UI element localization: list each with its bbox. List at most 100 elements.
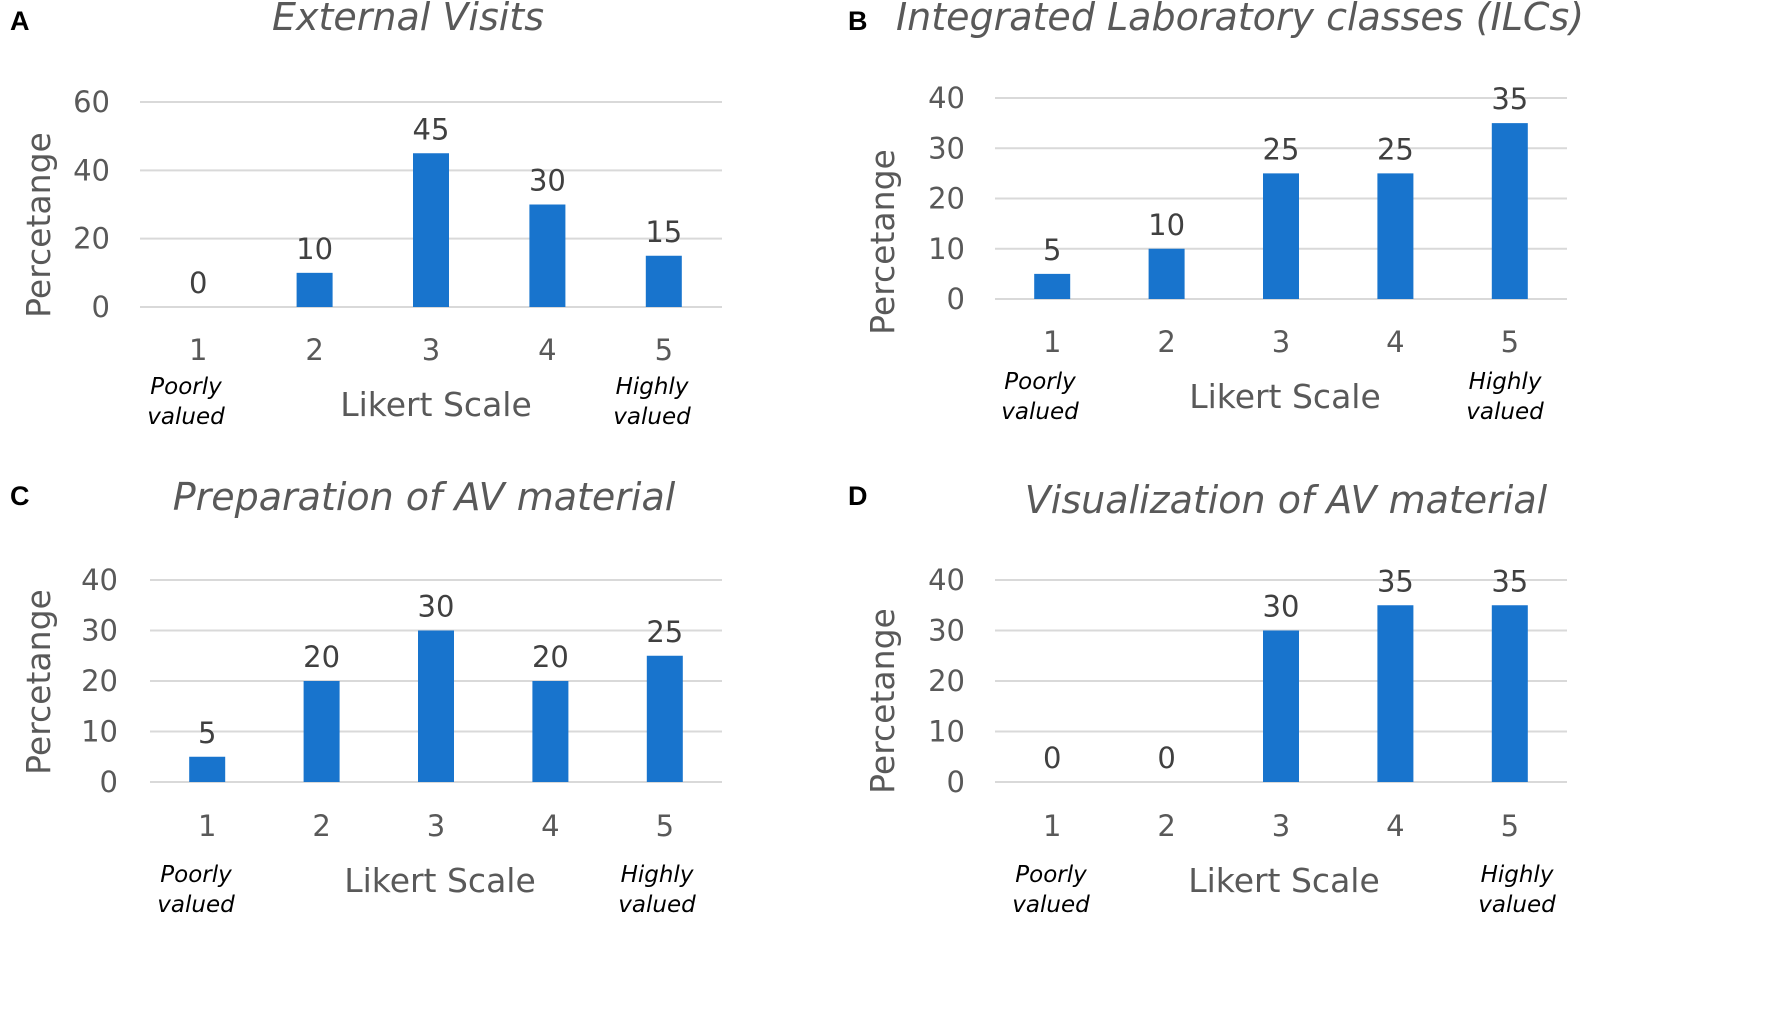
panel-letter: C xyxy=(10,481,30,511)
x-tick-label: 2 xyxy=(1157,809,1175,843)
data-label: 20 xyxy=(303,640,340,674)
y-axis-label: Percetange xyxy=(863,608,902,794)
bar xyxy=(532,681,569,782)
y-tick-label: 10 xyxy=(928,232,965,266)
y-axis-label: Percetange xyxy=(19,132,58,318)
y-tick-label: 30 xyxy=(928,131,965,165)
y-tick-label: 40 xyxy=(928,563,965,597)
chart-title: Preparation of AV material xyxy=(173,475,676,519)
y-axis-label: Percetange xyxy=(19,589,58,775)
x-axis-label: Likert Scale xyxy=(344,861,536,900)
y-tick-label: 30 xyxy=(81,614,118,648)
x-tick-label: 5 xyxy=(1501,809,1519,843)
bar xyxy=(189,756,226,782)
panel-letter: D xyxy=(848,481,868,511)
bar xyxy=(296,272,333,307)
scale-low-label: Poorly valued xyxy=(1001,369,1079,425)
chart-title: External Visits xyxy=(272,0,544,39)
y-tick-label: 0 xyxy=(947,765,965,799)
scale-low-label: Poorly valued xyxy=(147,374,225,430)
chart-title: Visualization of AV material xyxy=(1025,478,1548,522)
chart-panel-b: B Integrated Laboratory classes (ILCs) 0 10… xyxy=(848,0,1584,425)
bar xyxy=(418,630,454,782)
x-tick-label: 3 xyxy=(422,333,440,367)
bar xyxy=(1263,173,1299,299)
data-label: 30 xyxy=(1263,590,1300,624)
x-tick-label: 1 xyxy=(189,333,207,367)
y-tick-label: 0 xyxy=(100,765,118,799)
data-label: 0 xyxy=(189,266,207,300)
x-tick-label: 2 xyxy=(312,809,330,843)
data-label: 10 xyxy=(1148,208,1185,242)
y-tick-label: 20 xyxy=(928,664,965,698)
panel-letter: B xyxy=(848,6,868,36)
data-label: 15 xyxy=(645,215,682,249)
bar xyxy=(645,255,682,307)
x-axis-label: Likert Scale xyxy=(1188,861,1380,900)
y-tick-label: 60 xyxy=(73,85,110,119)
x-tick-label: 1 xyxy=(1043,809,1061,843)
x-tick-label: 3 xyxy=(1272,809,1290,843)
bar xyxy=(529,204,566,307)
data-label: 25 xyxy=(646,615,683,649)
x-axis-label: Likert Scale xyxy=(340,385,532,424)
data-label: 35 xyxy=(1377,564,1414,598)
bar xyxy=(1491,123,1528,299)
bar xyxy=(1148,248,1185,299)
y-tick-label: 20 xyxy=(928,182,965,216)
x-tick-label: 4 xyxy=(541,809,559,843)
bar xyxy=(1491,605,1528,782)
chart-title: Integrated Laboratory classes (ILCs) xyxy=(896,0,1584,39)
x-tick-label: 2 xyxy=(1157,325,1175,359)
x-tick-label: 4 xyxy=(1386,809,1404,843)
y-tick-label: 40 xyxy=(73,153,110,187)
data-label: 30 xyxy=(529,164,566,198)
x-tick-label: 4 xyxy=(538,333,556,367)
bar xyxy=(1034,273,1071,299)
panel-letter: A xyxy=(10,6,30,36)
x-tick-label: 5 xyxy=(1501,325,1519,359)
bar xyxy=(1377,173,1414,299)
scale-high-label: Highly valued xyxy=(618,862,696,918)
data-label: 25 xyxy=(1263,132,1300,166)
scale-high-label: Highly valued xyxy=(1466,369,1544,425)
scale-high-label: Highly valued xyxy=(1478,862,1556,918)
bar xyxy=(1263,630,1299,782)
scale-high-label: Highly valued xyxy=(613,374,691,430)
x-tick-label: 5 xyxy=(655,333,673,367)
data-label: 45 xyxy=(413,112,450,146)
data-label: 20 xyxy=(532,640,569,674)
data-label: 0 xyxy=(1043,741,1061,775)
x-tick-label: 1 xyxy=(1043,325,1061,359)
y-axis-label: Percetange xyxy=(863,149,902,335)
scale-low-label: Poorly valued xyxy=(157,862,235,918)
y-tick-label: 0 xyxy=(92,290,110,324)
bar xyxy=(646,655,683,782)
x-tick-label: 4 xyxy=(1386,325,1404,359)
bar xyxy=(303,681,340,782)
data-label: 30 xyxy=(418,590,455,624)
bar xyxy=(413,153,449,307)
chart-panel-d: D Visualization of AV material010203040Pe… xyxy=(848,478,1567,918)
y-tick-label: 20 xyxy=(73,222,110,256)
x-tick-label: 3 xyxy=(1272,325,1290,359)
data-label: 5 xyxy=(198,716,216,750)
data-label: 10 xyxy=(296,232,333,266)
x-tick-label: 2 xyxy=(305,333,323,367)
data-label: 5 xyxy=(1043,233,1061,267)
data-label: 35 xyxy=(1491,564,1528,598)
x-tick-label: 1 xyxy=(198,809,216,843)
y-tick-label: 30 xyxy=(928,614,965,648)
y-tick-label: 10 xyxy=(928,715,965,749)
bar xyxy=(1377,605,1414,782)
y-tick-label: 40 xyxy=(928,81,965,115)
x-tick-label: 5 xyxy=(656,809,674,843)
data-label: 0 xyxy=(1157,741,1175,775)
x-axis-label: Likert Scale xyxy=(1189,377,1381,416)
y-tick-label: 0 xyxy=(947,282,965,316)
data-label: 25 xyxy=(1377,132,1414,166)
scale-low-label: Poorly valued xyxy=(1012,862,1090,918)
x-tick-label: 3 xyxy=(427,809,445,843)
